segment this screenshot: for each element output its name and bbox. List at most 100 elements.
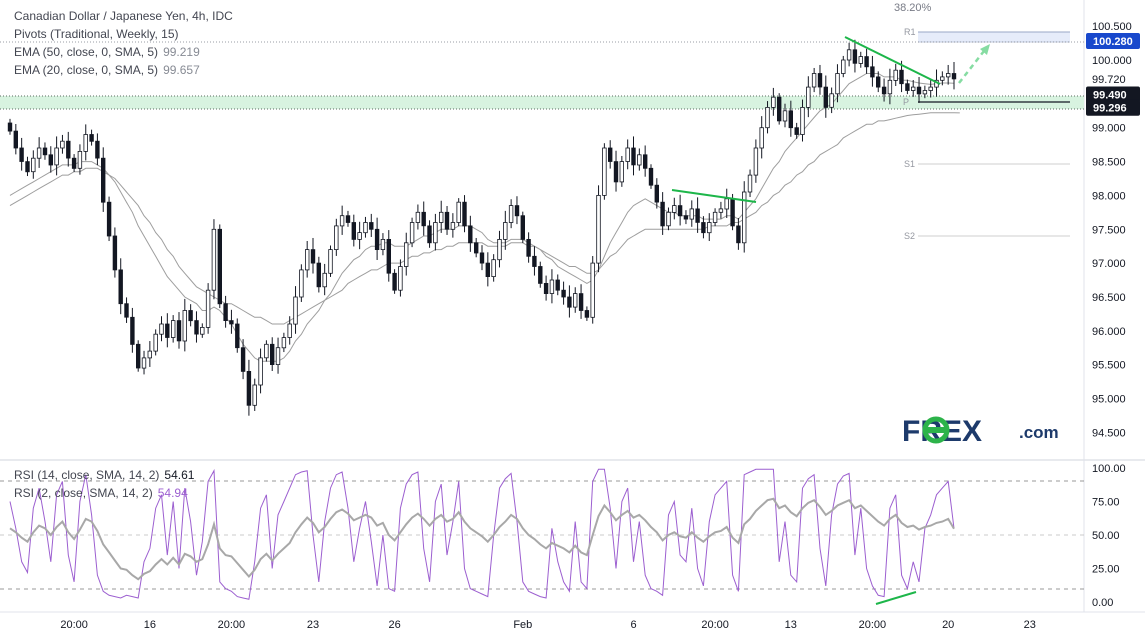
candle[interactable] xyxy=(806,76,811,118)
candle[interactable] xyxy=(269,337,275,372)
candle[interactable] xyxy=(817,64,823,95)
candle[interactable] xyxy=(415,204,421,230)
candle[interactable] xyxy=(549,269,555,304)
candle[interactable] xyxy=(759,116,764,159)
candle[interactable] xyxy=(794,122,799,139)
candle[interactable] xyxy=(48,146,53,173)
candle[interactable] xyxy=(643,145,648,177)
candle[interactable] xyxy=(928,79,933,98)
candle[interactable] xyxy=(380,233,386,256)
candle[interactable] xyxy=(235,318,240,353)
trendline-breakout-feb[interactable] xyxy=(671,189,757,203)
candle[interactable] xyxy=(689,200,694,227)
candle[interactable] xyxy=(742,181,747,253)
candle[interactable] xyxy=(631,136,636,176)
candle[interactable] xyxy=(654,178,659,209)
candle[interactable] xyxy=(182,298,187,352)
candle[interactable] xyxy=(613,150,619,192)
candle[interactable] xyxy=(608,140,613,169)
candle[interactable] xyxy=(369,213,374,237)
candle[interactable] xyxy=(19,137,24,171)
candle[interactable] xyxy=(707,213,712,242)
candle[interactable] xyxy=(409,217,415,248)
candle[interactable] xyxy=(526,232,531,263)
candle[interactable] xyxy=(666,207,671,231)
candle[interactable] xyxy=(648,164,654,189)
candle[interactable] xyxy=(141,350,147,375)
rsi-axis[interactable]: 100.00 75.00 50.00 25.00 0.00 xyxy=(1092,463,1126,609)
candle[interactable] xyxy=(36,137,42,168)
candle[interactable] xyxy=(456,198,461,227)
candle[interactable] xyxy=(31,150,36,179)
candle[interactable] xyxy=(543,275,549,301)
candle[interactable] xyxy=(438,200,444,233)
trendline-resistance[interactable] xyxy=(844,36,941,85)
candle[interactable] xyxy=(130,307,135,353)
candle[interactable] xyxy=(602,143,607,200)
candle[interactable] xyxy=(911,80,916,97)
candle[interactable] xyxy=(922,85,928,99)
candle[interactable] xyxy=(508,199,514,229)
candle[interactable] xyxy=(7,118,13,135)
candle[interactable] xyxy=(573,287,578,313)
candle[interactable] xyxy=(712,208,718,227)
candle[interactable] xyxy=(625,139,630,170)
candle[interactable] xyxy=(893,63,898,86)
candle[interactable] xyxy=(316,256,321,293)
candle[interactable] xyxy=(538,261,543,288)
candle[interactable] xyxy=(561,281,566,305)
candle[interactable] xyxy=(106,196,112,242)
candle[interactable] xyxy=(118,258,123,315)
candle[interactable] xyxy=(345,210,351,227)
candle[interactable] xyxy=(25,156,30,177)
candle[interactable] xyxy=(479,245,485,271)
candle[interactable] xyxy=(468,215,473,252)
candle[interactable] xyxy=(695,197,700,233)
candle[interactable] xyxy=(800,99,805,142)
candle[interactable] xyxy=(339,205,345,235)
candle[interactable] xyxy=(54,136,59,176)
candle[interactable] xyxy=(135,340,141,372)
candle[interactable] xyxy=(95,133,100,166)
candle[interactable] xyxy=(42,142,48,160)
candle[interactable] xyxy=(951,61,957,90)
candle[interactable] xyxy=(876,71,881,93)
candle[interactable] xyxy=(520,211,525,244)
time-axis[interactable]: 20:00 16 20:00 23 26 Feb 6 20:00 13 20:00 20 23 xyxy=(60,619,1036,631)
candle[interactable] xyxy=(677,194,683,226)
candle[interactable] xyxy=(252,378,257,411)
candle[interactable] xyxy=(147,341,152,367)
candle[interactable] xyxy=(829,87,834,114)
candle[interactable] xyxy=(170,315,176,343)
candle[interactable] xyxy=(112,227,118,278)
candle[interactable] xyxy=(351,214,356,247)
candle[interactable] xyxy=(433,213,438,251)
candle[interactable] xyxy=(637,148,642,171)
candle[interactable] xyxy=(223,295,228,328)
candle[interactable] xyxy=(165,313,170,348)
candle[interactable] xyxy=(736,218,741,250)
candle[interactable] xyxy=(450,213,456,238)
candle[interactable] xyxy=(427,220,432,248)
candle[interactable] xyxy=(584,306,590,321)
candle[interactable] xyxy=(887,68,893,105)
candle[interactable] xyxy=(89,129,94,146)
candle[interactable] xyxy=(83,124,88,161)
candle[interactable] xyxy=(672,197,677,220)
candle[interactable] xyxy=(310,237,316,274)
candle[interactable] xyxy=(532,246,537,276)
candle[interactable] xyxy=(188,304,193,327)
candle[interactable] xyxy=(747,169,753,198)
price-axis[interactable]: 100.500 100.000 99.720 99.000 98.500 98.000 97… xyxy=(1086,21,1140,439)
candle[interactable] xyxy=(66,131,71,167)
candle[interactable] xyxy=(205,283,211,334)
candle[interactable] xyxy=(491,254,496,282)
candle[interactable] xyxy=(176,312,182,349)
candle[interactable] xyxy=(281,332,287,353)
candle[interactable] xyxy=(473,237,479,258)
candle[interactable] xyxy=(101,147,106,212)
candle[interactable] xyxy=(916,77,922,103)
candle[interactable] xyxy=(567,285,572,318)
candle[interactable] xyxy=(258,348,263,394)
candle[interactable] xyxy=(485,252,490,287)
